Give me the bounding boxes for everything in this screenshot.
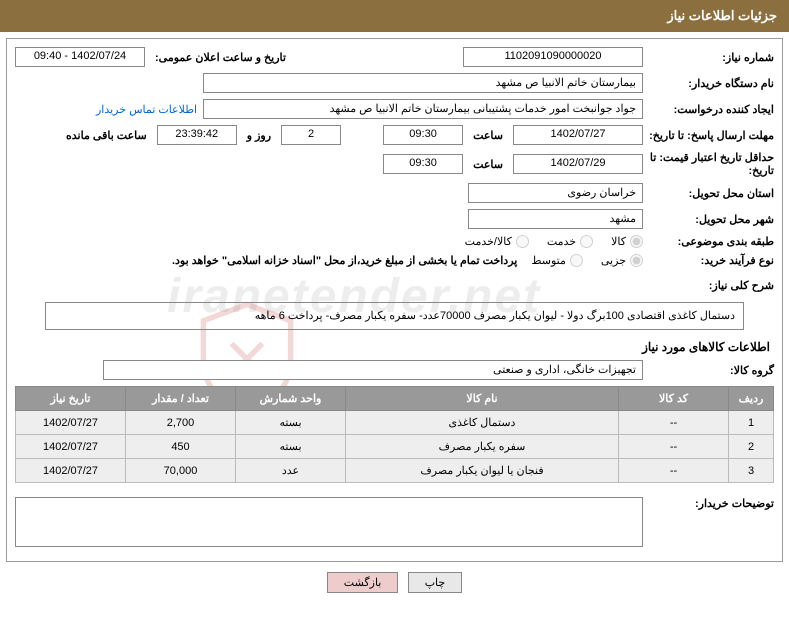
buyer-notes-box	[15, 497, 643, 547]
table-cell: دستمال کاغذی	[346, 411, 619, 435]
goods-info-title: اطلاعات کالاهای مورد نیاز	[15, 340, 770, 354]
table-cell: فنجان یا لیوان یکبار مصرف	[346, 459, 619, 483]
col-row: ردیف	[729, 387, 774, 411]
table-cell: 1	[729, 411, 774, 435]
buy-type-radio-group: جزیی متوسط	[531, 254, 643, 267]
hour-label-2: ساعت	[469, 158, 507, 171]
countdown-field: 23:39:42	[157, 125, 237, 145]
back-button[interactable]: بازگشت	[327, 572, 399, 593]
table-cell: --	[619, 459, 729, 483]
goods-table: ردیف کد کالا نام کالا واحد شمارش تعداد /…	[15, 386, 774, 483]
province-label: استان محل تحویل:	[649, 187, 774, 200]
deadline-date-field: 1402/07/27	[513, 125, 643, 145]
page-header: جزئیات اطلاعات نیاز	[0, 0, 789, 32]
province-field: خراسان رضوی	[468, 183, 643, 203]
col-unit: واحد شمارش	[236, 387, 346, 411]
announce-field: 1402/07/24 - 09:40	[15, 47, 145, 67]
table-row: 3--فنجان یا لیوان یکبار مصرفعدد70,000140…	[16, 459, 774, 483]
print-button[interactable]: چاپ	[408, 572, 463, 593]
table-cell: 70,000	[126, 459, 236, 483]
table-cell: 1402/07/27	[16, 435, 126, 459]
col-date: تاریخ نیاز	[16, 387, 126, 411]
requester-field: جواد جوانبخت امور خدمات پشتیبانی بیمارست…	[203, 99, 643, 119]
table-cell: 2,700	[126, 411, 236, 435]
hour-label-1: ساعت	[469, 129, 507, 142]
radio-minor[interactable]: جزیی	[601, 254, 643, 267]
radio-medium[interactable]: متوسط	[531, 254, 583, 267]
radio-service[interactable]: خدمت	[547, 235, 593, 248]
announce-label: تاریخ و ساعت اعلان عمومی:	[151, 51, 290, 64]
table-cell: سفره یکبار مصرف	[346, 435, 619, 459]
desc-box: دستمال کاغذی اقتصادی 100برگ دولا - لیوان…	[45, 302, 744, 330]
deadline-time-field: 09:30	[383, 125, 463, 145]
col-code: کد کالا	[619, 387, 729, 411]
table-cell: 3	[729, 459, 774, 483]
payment-note: پرداخت تمام یا بخشی از مبلغ خرید،از محل …	[172, 254, 517, 267]
table-cell: 1402/07/27	[16, 411, 126, 435]
days-field: 2	[281, 125, 341, 145]
table-cell: 1402/07/27	[16, 459, 126, 483]
table-header-row: ردیف کد کالا نام کالا واحد شمارش تعداد /…	[16, 387, 774, 411]
desc-label: شرح کلی نیاز:	[649, 279, 774, 292]
table-cell: --	[619, 435, 729, 459]
table-row: 1--دستمال کاغذیبسته2,7001402/07/27	[16, 411, 774, 435]
table-cell: 450	[126, 435, 236, 459]
table-cell: 2	[729, 435, 774, 459]
table-cell: عدد	[236, 459, 346, 483]
deadline-label: مهلت ارسال پاسخ: تا تاریخ:	[649, 129, 774, 142]
group-label: گروه کالا:	[649, 364, 774, 377]
table-row: 2--سفره یکبار مصرفبسته4501402/07/27	[16, 435, 774, 459]
need-no-label: شماره نیاز:	[649, 51, 774, 64]
valid-time-field: 09:30	[383, 154, 463, 174]
form-container: iranetender.net شماره نیاز: 110209109000…	[6, 38, 783, 562]
days-and-label: روز و	[243, 129, 275, 142]
table-cell: بسته	[236, 435, 346, 459]
category-label: طبقه بندی موضوعی:	[649, 235, 774, 248]
city-field: مشهد	[468, 209, 643, 229]
radio-goods[interactable]: کالا	[611, 235, 643, 248]
group-field: تجهیزات خانگی، اداری و صنعتی	[103, 360, 643, 380]
remain-label: ساعت باقی مانده	[62, 129, 151, 142]
col-name: نام کالا	[346, 387, 619, 411]
contact-link[interactable]: اطلاعات تماس خریدار	[96, 103, 197, 116]
buyer-notes-label: توضیحات خریدار:	[649, 497, 774, 510]
table-cell: --	[619, 411, 729, 435]
buy-type-label: نوع فرآیند خرید:	[649, 254, 774, 267]
requester-label: ایجاد کننده درخواست:	[649, 103, 774, 116]
valid-date-field: 1402/07/29	[513, 154, 643, 174]
buyer-org-field: بیمارستان خاتم الانبیا ص مشهد	[203, 73, 643, 93]
valid-until-label: حداقل تاریخ اعتبار قیمت: تا تاریخ:	[649, 151, 774, 177]
col-qty: تعداد / مقدار	[126, 387, 236, 411]
table-cell: بسته	[236, 411, 346, 435]
radio-both[interactable]: کالا/خدمت	[465, 235, 529, 248]
buyer-org-label: نام دستگاه خریدار:	[649, 77, 774, 90]
category-radio-group: کالا خدمت کالا/خدمت	[465, 235, 643, 248]
city-label: شهر محل تحویل:	[649, 213, 774, 226]
need-no-field: 1102091090000020	[463, 47, 643, 67]
